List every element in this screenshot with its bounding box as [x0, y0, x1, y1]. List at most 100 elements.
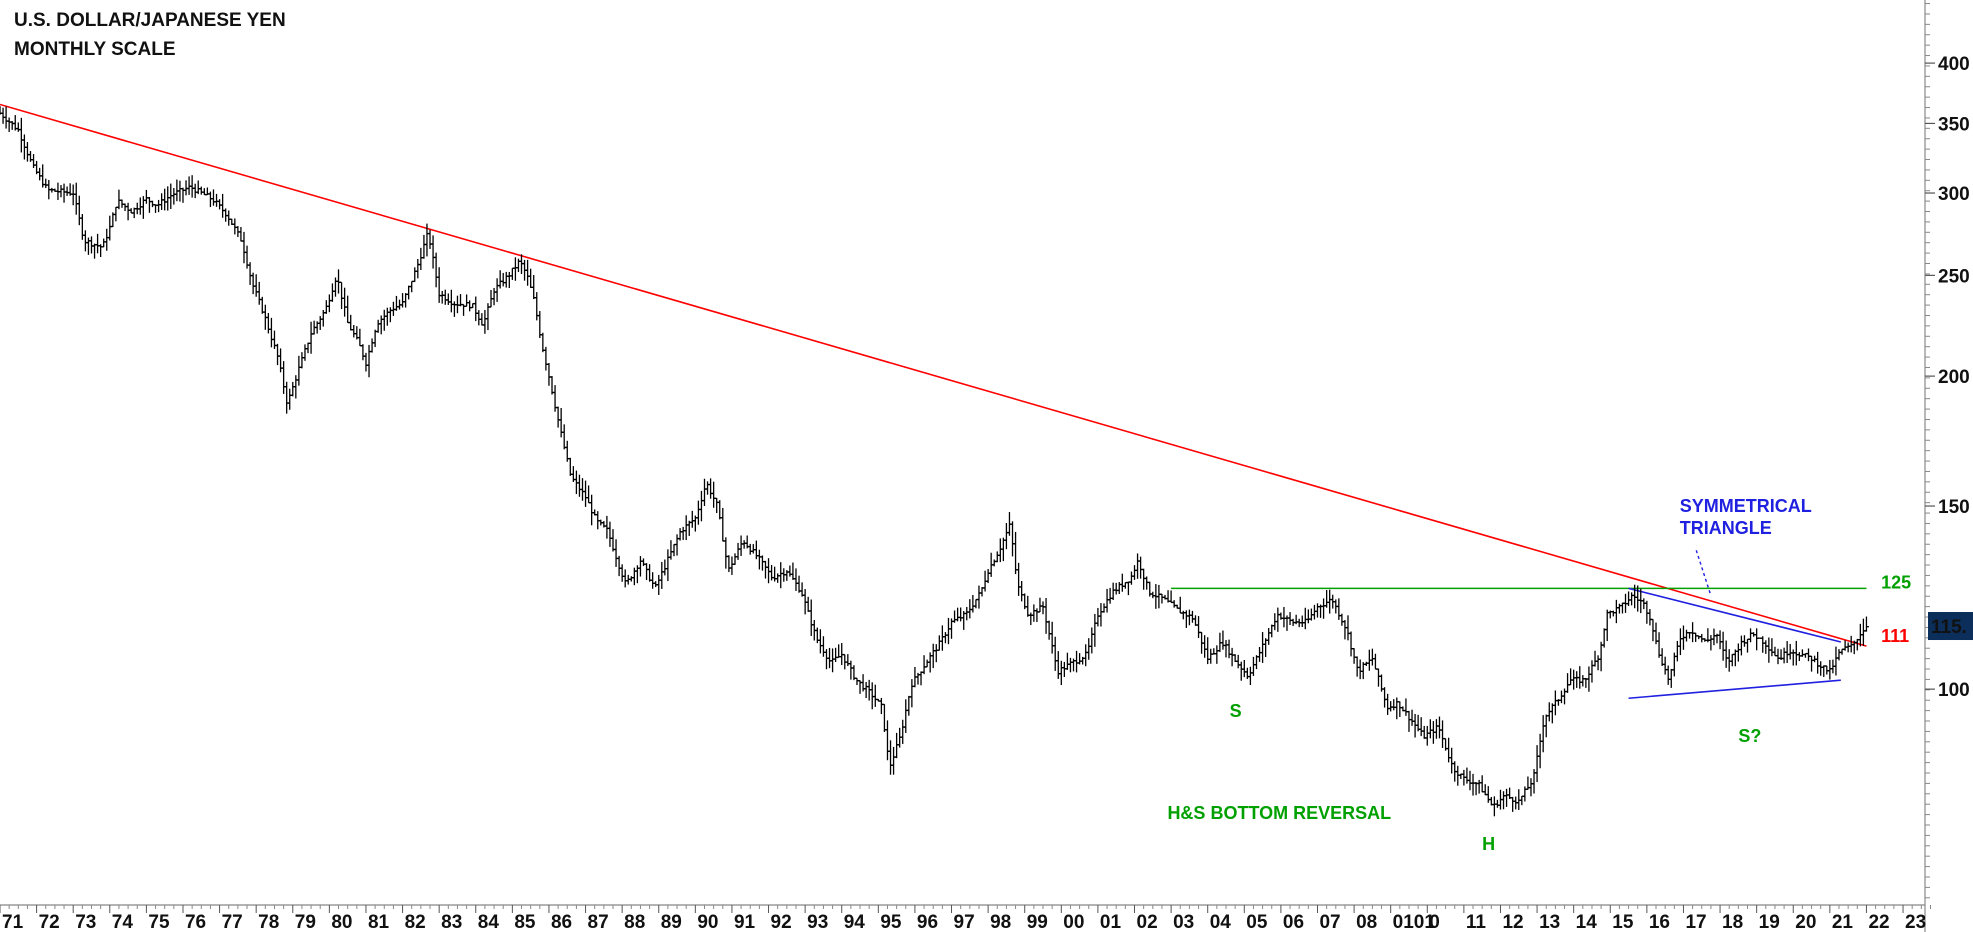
price-bar — [125, 202, 131, 221]
price-bar — [583, 480, 589, 507]
price-bar — [537, 311, 543, 339]
price-bar — [265, 313, 271, 334]
price-bar — [476, 310, 482, 326]
price-bar — [430, 235, 436, 269]
price-bar — [531, 274, 537, 300]
price-bar — [6, 117, 12, 133]
price-bar — [863, 681, 869, 699]
price-bar — [332, 277, 338, 297]
price-bar — [1540, 715, 1546, 753]
price-bar — [1562, 688, 1568, 705]
price-bar — [1501, 791, 1507, 810]
price-bar — [705, 481, 711, 495]
price-bar — [698, 490, 704, 522]
price-bar — [1528, 778, 1534, 797]
price-bar — [497, 270, 503, 289]
price-bar — [958, 607, 964, 622]
triangle-pointer — [1695, 550, 1712, 596]
price-bar — [305, 342, 311, 354]
price-bar — [293, 375, 299, 399]
price-bar — [366, 344, 372, 378]
x-tick-label: 76 — [185, 912, 206, 932]
price-bar — [1446, 737, 1452, 763]
annotation-1: TRIANGLE — [1680, 518, 1772, 538]
price-bar — [464, 294, 470, 307]
price-bar — [1494, 799, 1500, 808]
price-bar — [586, 485, 592, 504]
y-tick-label: 400 — [1938, 54, 1970, 75]
price-bar — [1809, 655, 1815, 672]
price-bar — [1504, 788, 1510, 807]
price-bar — [1342, 620, 1348, 640]
price-bar — [241, 231, 247, 264]
price-bar — [759, 555, 765, 571]
price-bar — [616, 555, 622, 577]
price-bar — [888, 740, 894, 775]
price-bar — [214, 193, 220, 207]
price-bar — [1357, 659, 1363, 680]
x-tick-label: 23 — [1905, 912, 1926, 932]
price-bar — [82, 230, 88, 252]
price-bar — [226, 210, 232, 226]
x-tick-label: 17 — [1685, 912, 1706, 932]
x-tick-label: 05 — [1246, 912, 1268, 932]
price-bar — [1046, 620, 1052, 640]
price-bar — [1574, 671, 1580, 688]
price-bar — [363, 352, 369, 372]
price-bar — [939, 625, 945, 651]
price-bar — [421, 234, 427, 259]
price-bar — [766, 558, 772, 584]
price-bar — [284, 381, 290, 414]
price-bar — [1339, 613, 1345, 626]
x-tick-label: 0101 — [1393, 912, 1436, 932]
price-bar — [546, 362, 552, 386]
price-bar — [1223, 640, 1229, 658]
price-bar — [762, 560, 768, 579]
price-bar — [512, 257, 518, 281]
price-bar — [1095, 607, 1101, 627]
price-bar — [1028, 612, 1034, 626]
price-bar — [1348, 631, 1354, 657]
x-tick-label: 16 — [1649, 912, 1670, 932]
price-bar — [945, 617, 951, 645]
price-bar — [107, 215, 113, 241]
price-bar — [1226, 639, 1232, 659]
price-bar — [967, 599, 973, 619]
price-bar — [674, 534, 680, 556]
price-bar — [1171, 600, 1177, 608]
price-bar — [1064, 652, 1070, 670]
price-bar — [933, 644, 939, 663]
price-bar — [1311, 604, 1317, 620]
price-bar — [1674, 640, 1680, 662]
price-bar — [854, 677, 860, 686]
price-bar — [98, 244, 104, 257]
price-bar — [156, 199, 162, 213]
price-bar — [994, 551, 1000, 563]
price-bar — [1132, 565, 1138, 580]
price-bar — [1016, 562, 1022, 596]
price-bar — [848, 660, 854, 680]
price-bar — [1677, 628, 1683, 656]
price-bar — [1324, 590, 1330, 608]
price-bar — [1125, 581, 1131, 596]
price-bar — [1626, 591, 1632, 607]
price-bar — [1818, 661, 1824, 676]
price-bar — [1491, 796, 1497, 817]
price-bar — [833, 647, 839, 662]
price-bar — [549, 376, 555, 395]
x-tick-label: 21 — [1832, 912, 1854, 932]
price-bar — [1220, 630, 1226, 650]
price-bar — [79, 214, 85, 240]
price-bar — [924, 659, 930, 668]
price-bar — [952, 610, 958, 623]
price-bar — [372, 329, 378, 348]
price-bar — [253, 274, 259, 297]
x-tick-label: 06 — [1283, 912, 1304, 932]
price-bar — [1385, 693, 1391, 715]
price-bar — [1482, 784, 1488, 796]
price-bar — [18, 117, 24, 153]
price-bar — [1711, 628, 1717, 646]
price-bar — [753, 540, 759, 560]
x-tick-label: 97 — [954, 912, 975, 932]
price-bar — [1113, 582, 1119, 595]
